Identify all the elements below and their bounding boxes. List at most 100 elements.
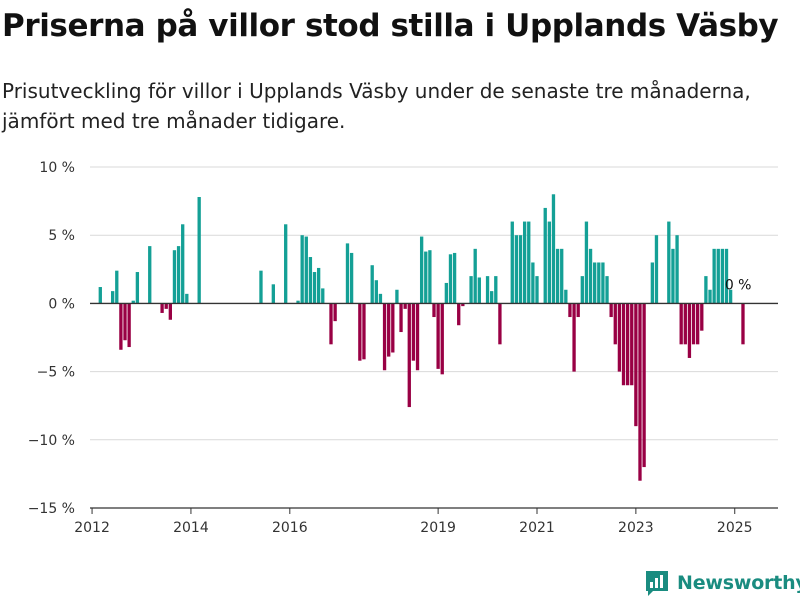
bar <box>440 303 444 375</box>
bar <box>642 303 646 468</box>
bar <box>700 303 704 331</box>
y-tick-label: −15 % <box>28 501 75 517</box>
bar <box>687 303 692 358</box>
bar <box>131 300 135 304</box>
bar <box>518 235 523 304</box>
bar <box>514 235 519 304</box>
bar <box>510 221 514 304</box>
bar <box>403 303 407 309</box>
x-tick-label: 2012 <box>74 520 110 536</box>
y-tick-label: −10 % <box>28 433 75 449</box>
bar <box>444 282 449 304</box>
y-tick-label: 0 % <box>48 296 75 312</box>
last-value-annotation: 0 % <box>725 277 752 293</box>
bar <box>148 246 152 304</box>
grid-lines <box>90 166 778 441</box>
bar <box>473 248 477 304</box>
bar <box>259 270 263 304</box>
bar <box>164 303 168 309</box>
bar <box>597 262 601 304</box>
bar <box>452 252 457 304</box>
bar <box>378 293 383 304</box>
x-tick-label: 2023 <box>618 520 654 536</box>
bar <box>395 289 399 304</box>
bar <box>461 303 465 307</box>
bar <box>284 224 288 304</box>
bar <box>391 303 395 353</box>
bar <box>584 221 589 304</box>
bar <box>110 291 115 304</box>
bar <box>304 236 308 304</box>
y-axis-ticks: 10 % 5 % 0 % −5 % −10 % −15 % <box>28 160 75 517</box>
bar <box>696 303 700 345</box>
x-tick-label: 2016 <box>272 520 308 536</box>
bar <box>333 303 337 322</box>
bar <box>720 248 725 304</box>
bar <box>411 303 416 361</box>
bar <box>321 288 325 304</box>
bar <box>316 267 321 304</box>
x-tick-label: 2019 <box>420 520 456 536</box>
bar <box>568 303 572 318</box>
bar <box>271 284 275 304</box>
bar <box>634 303 638 427</box>
annotations: 0 % <box>725 277 752 293</box>
bar <box>522 221 527 304</box>
chart-subtitle: Prisutveckling för villor i Upplands Väs… <box>2 79 751 133</box>
bar <box>621 303 626 386</box>
bar <box>716 248 720 304</box>
bar <box>654 235 659 304</box>
bars <box>98 194 745 481</box>
bar <box>436 303 440 369</box>
bar <box>374 280 378 304</box>
bar <box>531 262 535 304</box>
bar <box>490 291 494 304</box>
bar <box>370 265 374 304</box>
bar <box>572 303 576 372</box>
bar <box>296 300 300 304</box>
bar <box>576 303 580 318</box>
bar <box>675 235 679 304</box>
bar <box>387 303 391 357</box>
bar <box>494 276 498 304</box>
bar <box>432 303 436 318</box>
bar <box>168 303 172 320</box>
bar <box>98 287 102 304</box>
bar <box>345 243 350 304</box>
bar <box>555 248 560 304</box>
bar <box>469 276 473 304</box>
bar <box>691 303 696 345</box>
bar <box>593 262 597 304</box>
bar <box>399 303 403 333</box>
bar <box>424 251 428 304</box>
bar <box>358 303 362 361</box>
bar <box>564 289 568 304</box>
bar <box>712 248 716 304</box>
y-tick-label: −5 % <box>37 365 75 381</box>
bar <box>527 221 531 304</box>
bar <box>671 248 675 304</box>
x-tick-label: 2014 <box>173 520 209 536</box>
bar <box>308 257 313 304</box>
bar <box>547 221 552 304</box>
bar <box>667 221 671 304</box>
brand-name: Newsworthy <box>677 572 800 594</box>
bar <box>498 303 502 345</box>
x-axis-ticks: 2012 2014 2016 2019 2021 2023 2025 <box>74 508 753 536</box>
bar <box>683 303 687 345</box>
bar <box>419 236 424 304</box>
bar <box>477 277 481 304</box>
bar <box>160 303 164 313</box>
bar <box>127 303 131 348</box>
bar <box>448 254 453 304</box>
x-tick-label: 2021 <box>519 520 555 536</box>
bar <box>415 303 420 371</box>
bar <box>588 248 593 304</box>
bar <box>197 197 201 304</box>
bar <box>485 276 490 304</box>
bar <box>119 303 123 350</box>
bar <box>428 250 432 304</box>
bar <box>601 262 605 304</box>
bar <box>679 303 683 345</box>
